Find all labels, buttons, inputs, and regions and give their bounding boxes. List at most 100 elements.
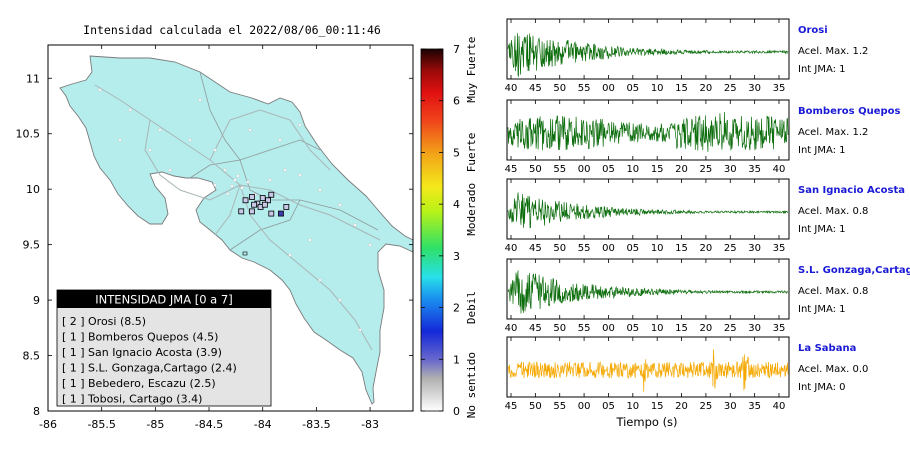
- seismogram-trace: 40 45 50 55 00 05 10 15 20 25 30 35 San Ignacio Acos…: [505, 178, 905, 254]
- x-tick-label: -85: [146, 418, 164, 431]
- trace-tick-label: 35: [773, 323, 786, 334]
- town-dot: [368, 243, 372, 247]
- y-tick-label: 10.5: [16, 128, 41, 141]
- legend-title: INTENSIDAD JMA [0 a 7]: [95, 293, 232, 307]
- waveform-line: [507, 270, 789, 314]
- province-boundary: [239, 159, 300, 201]
- town-dot: [240, 186, 244, 190]
- trace-tick-label: 40: [773, 164, 786, 175]
- province-boundary: [189, 159, 241, 179]
- town-dot: [283, 168, 287, 172]
- trace-tick-label: 55: [578, 323, 591, 334]
- trace-tick-label: 30: [748, 323, 761, 334]
- waveform-line: [507, 192, 789, 229]
- station-marker: [278, 210, 284, 217]
- town-dot: [338, 298, 342, 302]
- y-tick-label: 9: [33, 294, 40, 307]
- seismogram-panel: 40 45 50 55 00 05 10 15 20 25 30 35 Orosi Acel. Max. …: [505, 18, 910, 412]
- trace-tick-label: 25: [724, 323, 737, 334]
- colorbar-tick-label: 3: [453, 250, 460, 263]
- town-dot: [308, 238, 312, 242]
- town-dot: [318, 278, 322, 282]
- trace-tick-label: 00: [602, 83, 615, 94]
- province-boundary: [239, 139, 321, 161]
- trace-tick-label: 55: [578, 83, 591, 94]
- trace-tick-label: 10: [626, 164, 639, 175]
- trace-frame: [506, 178, 790, 240]
- y-tick-label: 9.5: [23, 239, 41, 252]
- trace-tick-label: 40: [505, 323, 518, 334]
- legend-item-name: Bebedero, Escazu (2.5): [88, 377, 216, 390]
- trace-tick-label: 30: [724, 164, 737, 175]
- trace-tick-label: 15: [651, 401, 664, 412]
- map-x-axis: -86 -85.5 -85 -84.5 -84 -83.5 -83: [39, 45, 379, 431]
- trace-tick-label: 15: [675, 323, 688, 334]
- trace-tick-label: 15: [651, 164, 664, 175]
- trace-jma-intensity: Int JMA: 1: [798, 145, 846, 156]
- colorbar-category-label: Moderado: [465, 183, 478, 236]
- trace-station-name: Orosi: [798, 25, 828, 36]
- colorbar-ticks: 0 1 2 3 4 5 6 7: [421, 43, 460, 418]
- town-dot: [98, 88, 102, 92]
- seismogram-trace: 45 50 55 00 05 10 15 20 25 30 35 40 Bomberos Quepos A…: [505, 99, 901, 175]
- map-frame: [47, 44, 414, 412]
- station-marker: [268, 191, 275, 198]
- y-tick-label: 8: [33, 405, 40, 418]
- station-marker: [249, 208, 255, 215]
- y-tick-label: 8.5: [23, 350, 41, 363]
- town-dot: [233, 178, 237, 182]
- trace-tick-label: 25: [724, 83, 737, 94]
- legend-item-name: San Ignacio Acosta (3.9): [88, 346, 222, 359]
- station-marker: [251, 201, 258, 208]
- station-marker: [259, 195, 266, 201]
- trace-jma-intensity: Int JMA: 0: [798, 382, 846, 393]
- x-tick-label: -83.5: [302, 418, 330, 431]
- station-marker: [283, 204, 290, 210]
- legend-box: [56, 289, 272, 407]
- trace-station-name: S.L. Gonzaga,Cartago: [798, 265, 910, 276]
- trace-tick-label: 10: [651, 323, 664, 334]
- island: [242, 251, 248, 256]
- colorbar-tick-label: 7: [453, 43, 460, 56]
- trace-tick-label: 05: [602, 164, 615, 175]
- trace-jma-intensity: Int JMA: 1: [798, 64, 846, 75]
- trace-tick-label: 20: [700, 323, 713, 334]
- town-dot: [128, 108, 132, 112]
- legend-items: [ 2 ] Orosi (8.5)[ 1 ] Bomberos Quepos (4.…: [62, 315, 237, 406]
- trace-tick-label: 05: [626, 83, 639, 94]
- trace-tick-label: 45: [529, 323, 542, 334]
- legend-item-name: Orosi (8.5): [88, 315, 146, 328]
- town-dot: [338, 203, 342, 207]
- trace-tick-label: 50: [553, 243, 566, 254]
- trace-tick-label: 35: [748, 164, 761, 175]
- town-dot: [248, 128, 252, 132]
- station-marker: [261, 201, 268, 208]
- y-tick-label: 11: [26, 72, 40, 85]
- colorbar-category-label: Debil: [465, 291, 478, 324]
- colorbar-tick-label: 1: [453, 353, 460, 366]
- trace-tick-label: 10: [651, 83, 664, 94]
- town-dot: [188, 138, 192, 142]
- town-dot: [230, 184, 234, 188]
- legend-item-level: [ 1 ]: [62, 377, 85, 390]
- station-marker: [249, 194, 255, 200]
- town-dot: [288, 253, 292, 257]
- trace-station-name: La Sabana: [798, 343, 856, 354]
- legend-item-level: [ 2 ]: [62, 315, 85, 328]
- trace-station-name: San Ignacio Acosta: [798, 185, 905, 196]
- seismogram-trace: 40 45 50 55 00 05 10 15 20 25 30 35 Orosi Acel. Max. …: [505, 18, 868, 94]
- station-marker: [268, 210, 275, 217]
- trace-tick-label: 00: [578, 164, 591, 175]
- province-boundary: [229, 199, 301, 251]
- province-boundary: [199, 71, 241, 161]
- town-dot: [213, 183, 217, 187]
- trace-tick-label: 40: [505, 83, 518, 94]
- colorbar-labels: Muy Fuerte Fuerte Moderado Debil No sentido: [465, 37, 478, 419]
- intensity-legend: INTENSIDAD JMA [0 a 7] [ 2 ] Orosi (8.5) […: [56, 289, 272, 407]
- colorbar-category-label: Muy Fuerte: [465, 37, 478, 103]
- road: [144, 119, 241, 201]
- trace-max-acceleration: Acel. Max. 0.8: [798, 286, 868, 297]
- trace-tick-label: 35: [773, 83, 786, 94]
- time-axis-label: Tiempo (s): [615, 415, 677, 429]
- trace-max-acceleration: Acel. Max. 1.2: [798, 46, 868, 57]
